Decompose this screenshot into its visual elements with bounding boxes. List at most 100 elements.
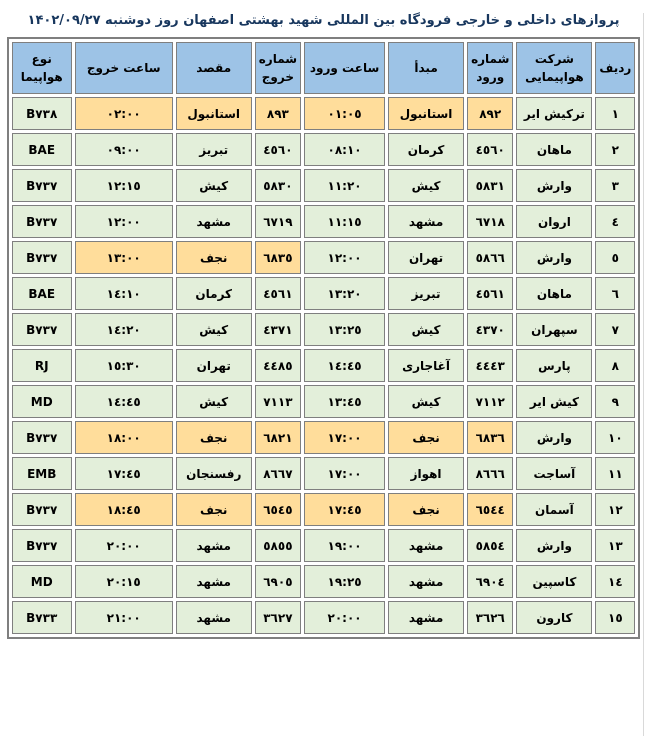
cell-origin: کیش xyxy=(388,385,465,418)
cell-departure-time: ٢٠:٠٠ xyxy=(74,529,173,562)
cell-departure-time: ١٨:٤٥ xyxy=(74,493,173,526)
cell-row-number: ١٠ xyxy=(595,421,636,454)
cell-row-number: ١٣ xyxy=(595,529,636,562)
cell-airline: اروان xyxy=(516,205,593,238)
column-header-row-number: ردیف xyxy=(595,42,636,94)
flight-row: ٣ وارش ٥٨٣١ کیش ١١:٢٠ ٥٨٣٠ کیش ١٢:١٥ B٧٣٧ xyxy=(11,169,636,202)
flight-row: ١٣ وارش ٥٨٥٤ مشهد ١٩:٠٠ ٥٨٥٥ مشهد ٢٠:٠٠ B٧٣٧ xyxy=(11,529,636,562)
cell-origin: کیش xyxy=(388,313,465,346)
cell-destination: کرمان xyxy=(175,277,252,310)
cell-airline: پارس xyxy=(516,349,593,382)
cell-airline: کاسپین xyxy=(516,565,593,598)
flight-row: ٧ سپهران ٤٣٧٠ کیش ١٣:٢٥ ٤٣٧١ کیش ١٤:٢٠ B٧٣٧ xyxy=(11,313,636,346)
cell-departure-number: ٥٨٣٠ xyxy=(254,169,302,202)
cell-aircraft-type: BAE xyxy=(11,133,72,166)
cell-arrival-number: ٤٥٦٠ xyxy=(467,133,514,166)
cell-departure-time: ١٤:٤٥ xyxy=(74,385,173,418)
cell-aircraft-type: B٧٣٧ xyxy=(11,313,72,346)
cell-airline: ماهان xyxy=(516,133,593,166)
cell-row-number: ١٢ xyxy=(595,493,636,526)
cell-origin: کیش xyxy=(388,169,465,202)
cell-airline: سپهران xyxy=(516,313,593,346)
flights-table: ردیف شرکت هواپیمایی شماره ورود مبدأ ساعت ورو… xyxy=(6,37,641,639)
cell-arrival-number: ٦٥٤٤ xyxy=(467,493,514,526)
column-header-origin: مبدأ xyxy=(388,42,465,94)
cell-row-number: ١٥ xyxy=(595,601,636,634)
cell-row-number: ٩ xyxy=(595,385,636,418)
page-edge-line xyxy=(643,13,644,736)
cell-row-number: ٧ xyxy=(595,313,636,346)
cell-departure-number: ٦٩٠٥ xyxy=(254,565,302,598)
cell-origin: تبریز xyxy=(388,277,465,310)
cell-destination: کیش xyxy=(175,313,252,346)
cell-arrival-number: ٤٤٤٣ xyxy=(467,349,514,382)
cell-destination: نجف xyxy=(175,493,252,526)
cell-departure-time: ٠٢:٠٠ xyxy=(74,97,173,130)
cell-aircraft-type: B٧٣٣ xyxy=(11,601,72,634)
cell-departure-time: ١٢:١٥ xyxy=(74,169,173,202)
cell-arrival-time: ١٧:٤٥ xyxy=(304,493,386,526)
flight-row: ١٢ آسمان ٦٥٤٤ نجف ١٧:٤٥ ٦٥٤٥ نجف ١٨:٤٥ B٧٣٧ xyxy=(11,493,636,526)
header-row: ردیف شرکت هواپیمایی شماره ورود مبدأ ساعت ورو… xyxy=(11,42,636,94)
cell-arrival-time: ١٩:٠٠ xyxy=(304,529,386,562)
cell-row-number: ٦ xyxy=(595,277,636,310)
cell-destination: تهران xyxy=(175,349,252,382)
cell-arrival-time: ١٩:٢٥ xyxy=(304,565,386,598)
flight-row: ٤ اروان ٦٧١٨ مشهد ١١:١٥ ٦٧١٩ مشهد ١٢:٠٠ B٧٣٧ xyxy=(11,205,636,238)
cell-airline: کارون xyxy=(516,601,593,634)
cell-row-number: ٤ xyxy=(595,205,636,238)
cell-departure-number: ٧١١٣ xyxy=(254,385,302,418)
cell-airline: ماهان xyxy=(516,277,593,310)
cell-destination: رفسنجان xyxy=(175,457,252,490)
cell-arrival-time: ١٣:٢٥ xyxy=(304,313,386,346)
cell-arrival-time: ٠٨:١٠ xyxy=(304,133,386,166)
cell-departure-number: ٤٤٨٥ xyxy=(254,349,302,382)
cell-departure-time: ٠٩:٠٠ xyxy=(74,133,173,166)
cell-departure-time: ١٧:٤٥ xyxy=(74,457,173,490)
cell-origin: مشهد xyxy=(388,565,465,598)
cell-departure-number: ٤٣٧١ xyxy=(254,313,302,346)
cell-airline: ترکیش ایر xyxy=(516,97,593,130)
flight-row: ١١ آساجت ٨٦٦٦ اهواز ١٧:٠٠ ٨٦٦٧ رفسنجان ١٧:٤٥ EMB xyxy=(11,457,636,490)
flights-table-body: ١ ترکیش ایر ٨٩٢ استانبول ٠١:٠٥ ٨٩٣ استانبول ٠٢:… xyxy=(11,97,636,634)
cell-arrival-number: ٣٦٢٦ xyxy=(467,601,514,634)
cell-destination: کیش xyxy=(175,385,252,418)
column-header-departure-time: ساعت خروج xyxy=(74,42,173,94)
flight-row: ٨ پارس ٤٤٤٣ آغاجاری ١٤:٤٥ ٤٤٨٥ تهران ١٥:٣٠ RJ xyxy=(11,349,636,382)
cell-arrival-number: ٨٦٦٦ xyxy=(467,457,514,490)
cell-airline: وارش xyxy=(516,421,593,454)
cell-arrival-time: ١٣:٤٥ xyxy=(304,385,386,418)
cell-arrival-time: ٠١:٠٥ xyxy=(304,97,386,130)
cell-origin: مشهد xyxy=(388,205,465,238)
cell-arrival-number: ٥٨٦٦ xyxy=(467,241,514,274)
flight-row: ٩ کیش ایر ٧١١٢ کیش ١٣:٤٥ ٧١١٣ کیش ١٤:٤٥ MD xyxy=(11,385,636,418)
cell-departure-number: ٦٨٢١ xyxy=(254,421,302,454)
cell-origin: تهران xyxy=(388,241,465,274)
column-header-arrival-number: شماره ورود xyxy=(467,42,514,94)
cell-arrival-time: ١٣:٢٠ xyxy=(304,277,386,310)
cell-origin: مشهد xyxy=(388,601,465,634)
cell-destination: تبریز xyxy=(175,133,252,166)
cell-departure-number: ٤٥٦٠ xyxy=(254,133,302,166)
cell-arrival-time: ١٢:٠٠ xyxy=(304,241,386,274)
cell-departure-number: ٨٦٦٧ xyxy=(254,457,302,490)
cell-destination: کیش xyxy=(175,169,252,202)
cell-arrival-time: ١٧:٠٠ xyxy=(304,421,386,454)
flight-row: ١٠ وارش ٦٨٣٦ نجف ١٧:٠٠ ٦٨٢١ نجف ١٨:٠٠ B٧٣٧ xyxy=(11,421,636,454)
cell-departure-number: ٥٨٥٥ xyxy=(254,529,302,562)
cell-row-number: ١٤ xyxy=(595,565,636,598)
flight-row: ٦ ماهان ٤٥٦١ تبریز ١٣:٢٠ ٤٥٦١ کرمان ١٤:١٠ BAE xyxy=(11,277,636,310)
cell-departure-time: ٢١:٠٠ xyxy=(74,601,173,634)
cell-destination: مشهد xyxy=(175,565,252,598)
cell-aircraft-type: EMB xyxy=(11,457,72,490)
cell-arrival-number: ٤٣٧٠ xyxy=(467,313,514,346)
cell-origin: نجف xyxy=(388,493,465,526)
flight-row: ١٤ کاسپین ٦٩٠٤ مشهد ١٩:٢٥ ٦٩٠٥ مشهد ٢٠:١٥ MD xyxy=(11,565,636,598)
cell-destination: مشهد xyxy=(175,601,252,634)
cell-departure-time: ١٨:٠٠ xyxy=(74,421,173,454)
cell-departure-time: ١٣:٠٠ xyxy=(74,241,173,274)
cell-departure-number: ٦٥٤٥ xyxy=(254,493,302,526)
cell-aircraft-type: B٧٣٧ xyxy=(11,421,72,454)
cell-arrival-time: ١٧:٠٠ xyxy=(304,457,386,490)
cell-origin: اهواز xyxy=(388,457,465,490)
